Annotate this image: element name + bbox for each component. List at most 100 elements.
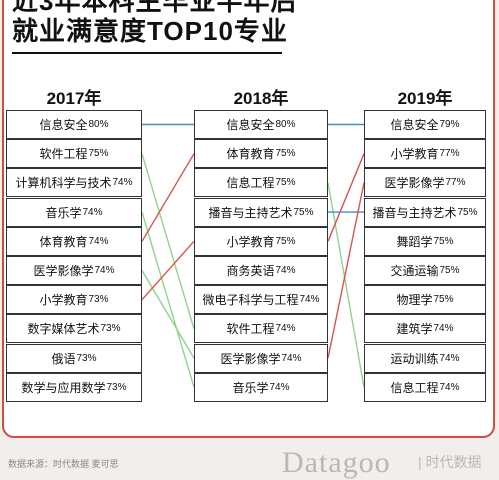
year-label-1: 2018年 xyxy=(233,89,289,108)
satisfaction-value: 74% xyxy=(275,265,296,276)
datagoo-logo: Datagoo xyxy=(282,446,391,479)
satisfaction-value: 75% xyxy=(293,206,314,218)
rank-cell: 软件工程 74% xyxy=(194,314,328,344)
major-name: 软件工程 xyxy=(226,322,275,337)
satisfaction-value: 75% xyxy=(433,294,454,306)
rank-cell: 数字媒体艺术 73% xyxy=(6,314,142,344)
satisfaction-value: 80% xyxy=(88,119,109,130)
rank-cell: 舞蹈学 75% xyxy=(364,226,486,256)
rank-cell: 体育教育 75% xyxy=(194,139,328,169)
satisfaction-value: 75% xyxy=(275,235,296,247)
rank-cell: 软件工程 75% xyxy=(6,139,142,169)
major-name: 微电子科学与工程 xyxy=(202,293,299,308)
satisfaction-value: 75% xyxy=(275,177,296,189)
major-name: 计算机科学与技术 xyxy=(15,176,112,191)
satisfaction-value: 75% xyxy=(275,148,296,160)
satisfaction-value: 74% xyxy=(299,294,320,306)
satisfaction-value: 77% xyxy=(445,177,466,189)
satisfaction-value: 74% xyxy=(269,381,290,393)
major-name: 音乐学 xyxy=(45,205,82,220)
satisfaction-value: 74% xyxy=(94,265,115,276)
major-name: 播音与主持艺术 xyxy=(372,205,457,220)
major-name: 交通运输 xyxy=(390,264,439,278)
rank-change-line xyxy=(327,182,365,359)
year-label-2: 2019年 xyxy=(397,89,453,108)
rank-change-line xyxy=(141,240,195,301)
rank-cell: 小学教育 75% xyxy=(194,226,328,256)
rank-cell: 音乐学 74% xyxy=(6,197,142,227)
rank-cell: 信息工程 75% xyxy=(194,168,328,198)
rank-cell: 医学影像学 77% xyxy=(364,168,486,198)
satisfaction-value: 73% xyxy=(76,352,97,364)
rank-cell: 信息工程 74% xyxy=(364,372,486,402)
rank-cell: 医学影像学 74% xyxy=(194,343,328,373)
rank-change-line xyxy=(141,211,195,388)
year-label-0: 2017年 xyxy=(46,89,102,108)
major-name: 物理学 xyxy=(396,293,433,308)
major-name: 信息工程 xyxy=(226,176,275,191)
major-name: 软件工程 xyxy=(39,147,88,162)
major-name: 商务英语 xyxy=(226,264,275,278)
satisfaction-value: 74% xyxy=(439,381,460,393)
rank-change-line xyxy=(327,182,365,388)
chart-title-line1: 近3年本科生毕业半年后 xyxy=(12,0,298,16)
major-name: 小学教育 xyxy=(39,293,88,308)
rank-cell: 信息安全 80% xyxy=(6,110,142,139)
major-name: 医学影像学 xyxy=(384,176,445,191)
satisfaction-value: 73% xyxy=(88,294,109,306)
satisfaction-value: 74% xyxy=(275,323,296,335)
major-name: 数字媒体艺术 xyxy=(27,322,100,337)
major-name: 数学与应用数学 xyxy=(21,380,106,395)
rank-cell: 数学与应用数学 73% xyxy=(6,372,142,402)
rank-change-line xyxy=(141,270,195,359)
satisfaction-value: 75% xyxy=(439,265,460,276)
satisfaction-value: 74% xyxy=(112,177,133,189)
rank-cell: 音乐学 74% xyxy=(194,372,328,402)
major-name: 信息安全 xyxy=(39,118,88,132)
rank-cell: 微电子科学与工程 74% xyxy=(194,285,328,315)
rank-cell: 信息安全 79% xyxy=(364,110,486,139)
major-name: 信息安全 xyxy=(226,118,275,132)
rank-change-line xyxy=(141,153,195,242)
major-name: 体育教育 xyxy=(226,147,275,162)
major-name: 小学教育 xyxy=(390,147,439,162)
satisfaction-value: 74% xyxy=(433,323,454,335)
major-name: 小学教育 xyxy=(226,234,275,249)
rank-cell: 播音与主持艺术 75% xyxy=(364,197,486,227)
major-name: 医学影像学 xyxy=(220,351,281,366)
satisfaction-value: 77% xyxy=(439,148,460,160)
major-name: 俄语 xyxy=(51,351,76,366)
satisfaction-value: 73% xyxy=(106,381,127,393)
rank-cell: 播音与主持艺术 75% xyxy=(194,197,328,227)
major-name: 信息工程 xyxy=(390,380,439,395)
satisfaction-value: 80% xyxy=(275,119,296,130)
rank-cell: 运动训练 74% xyxy=(364,343,486,373)
satisfaction-value: 75% xyxy=(88,148,109,160)
satisfaction-value: 75% xyxy=(457,206,478,218)
rank-cell: 商务英语 74% xyxy=(194,256,328,285)
footer xyxy=(0,440,499,472)
satisfaction-value: 75% xyxy=(433,235,454,247)
major-name: 舞蹈学 xyxy=(396,234,433,249)
rank-cell: 交通运输 75% xyxy=(364,256,486,285)
major-name: 信息安全 xyxy=(390,118,439,132)
rank-cell: 小学教育 77% xyxy=(364,139,486,169)
datagoo-logo-cn: | 时代数据 xyxy=(418,454,482,470)
title-underline xyxy=(12,52,282,54)
rank-change-line xyxy=(141,153,195,330)
source-note: 数据来源：时代数据 麦可思 xyxy=(8,459,119,469)
satisfaction-value: 74% xyxy=(88,235,109,247)
rank-cell: 小学教育 73% xyxy=(6,285,142,315)
satisfaction-value: 74% xyxy=(82,206,103,218)
major-name: 体育教育 xyxy=(39,234,88,249)
satisfaction-value: 74% xyxy=(439,352,460,364)
major-name: 播音与主持艺术 xyxy=(208,205,293,220)
rank-cell: 俄语 73% xyxy=(6,343,142,373)
major-name: 运动训练 xyxy=(390,351,439,366)
chart-title-line2: 就业满意度TOP10专业 xyxy=(12,16,288,46)
rank-cell: 物理学 75% xyxy=(364,285,486,315)
rank-cell: 信息安全 80% xyxy=(194,110,328,139)
satisfaction-value: 79% xyxy=(439,119,460,130)
rank-cell: 计算机科学与技术 74% xyxy=(6,168,142,198)
